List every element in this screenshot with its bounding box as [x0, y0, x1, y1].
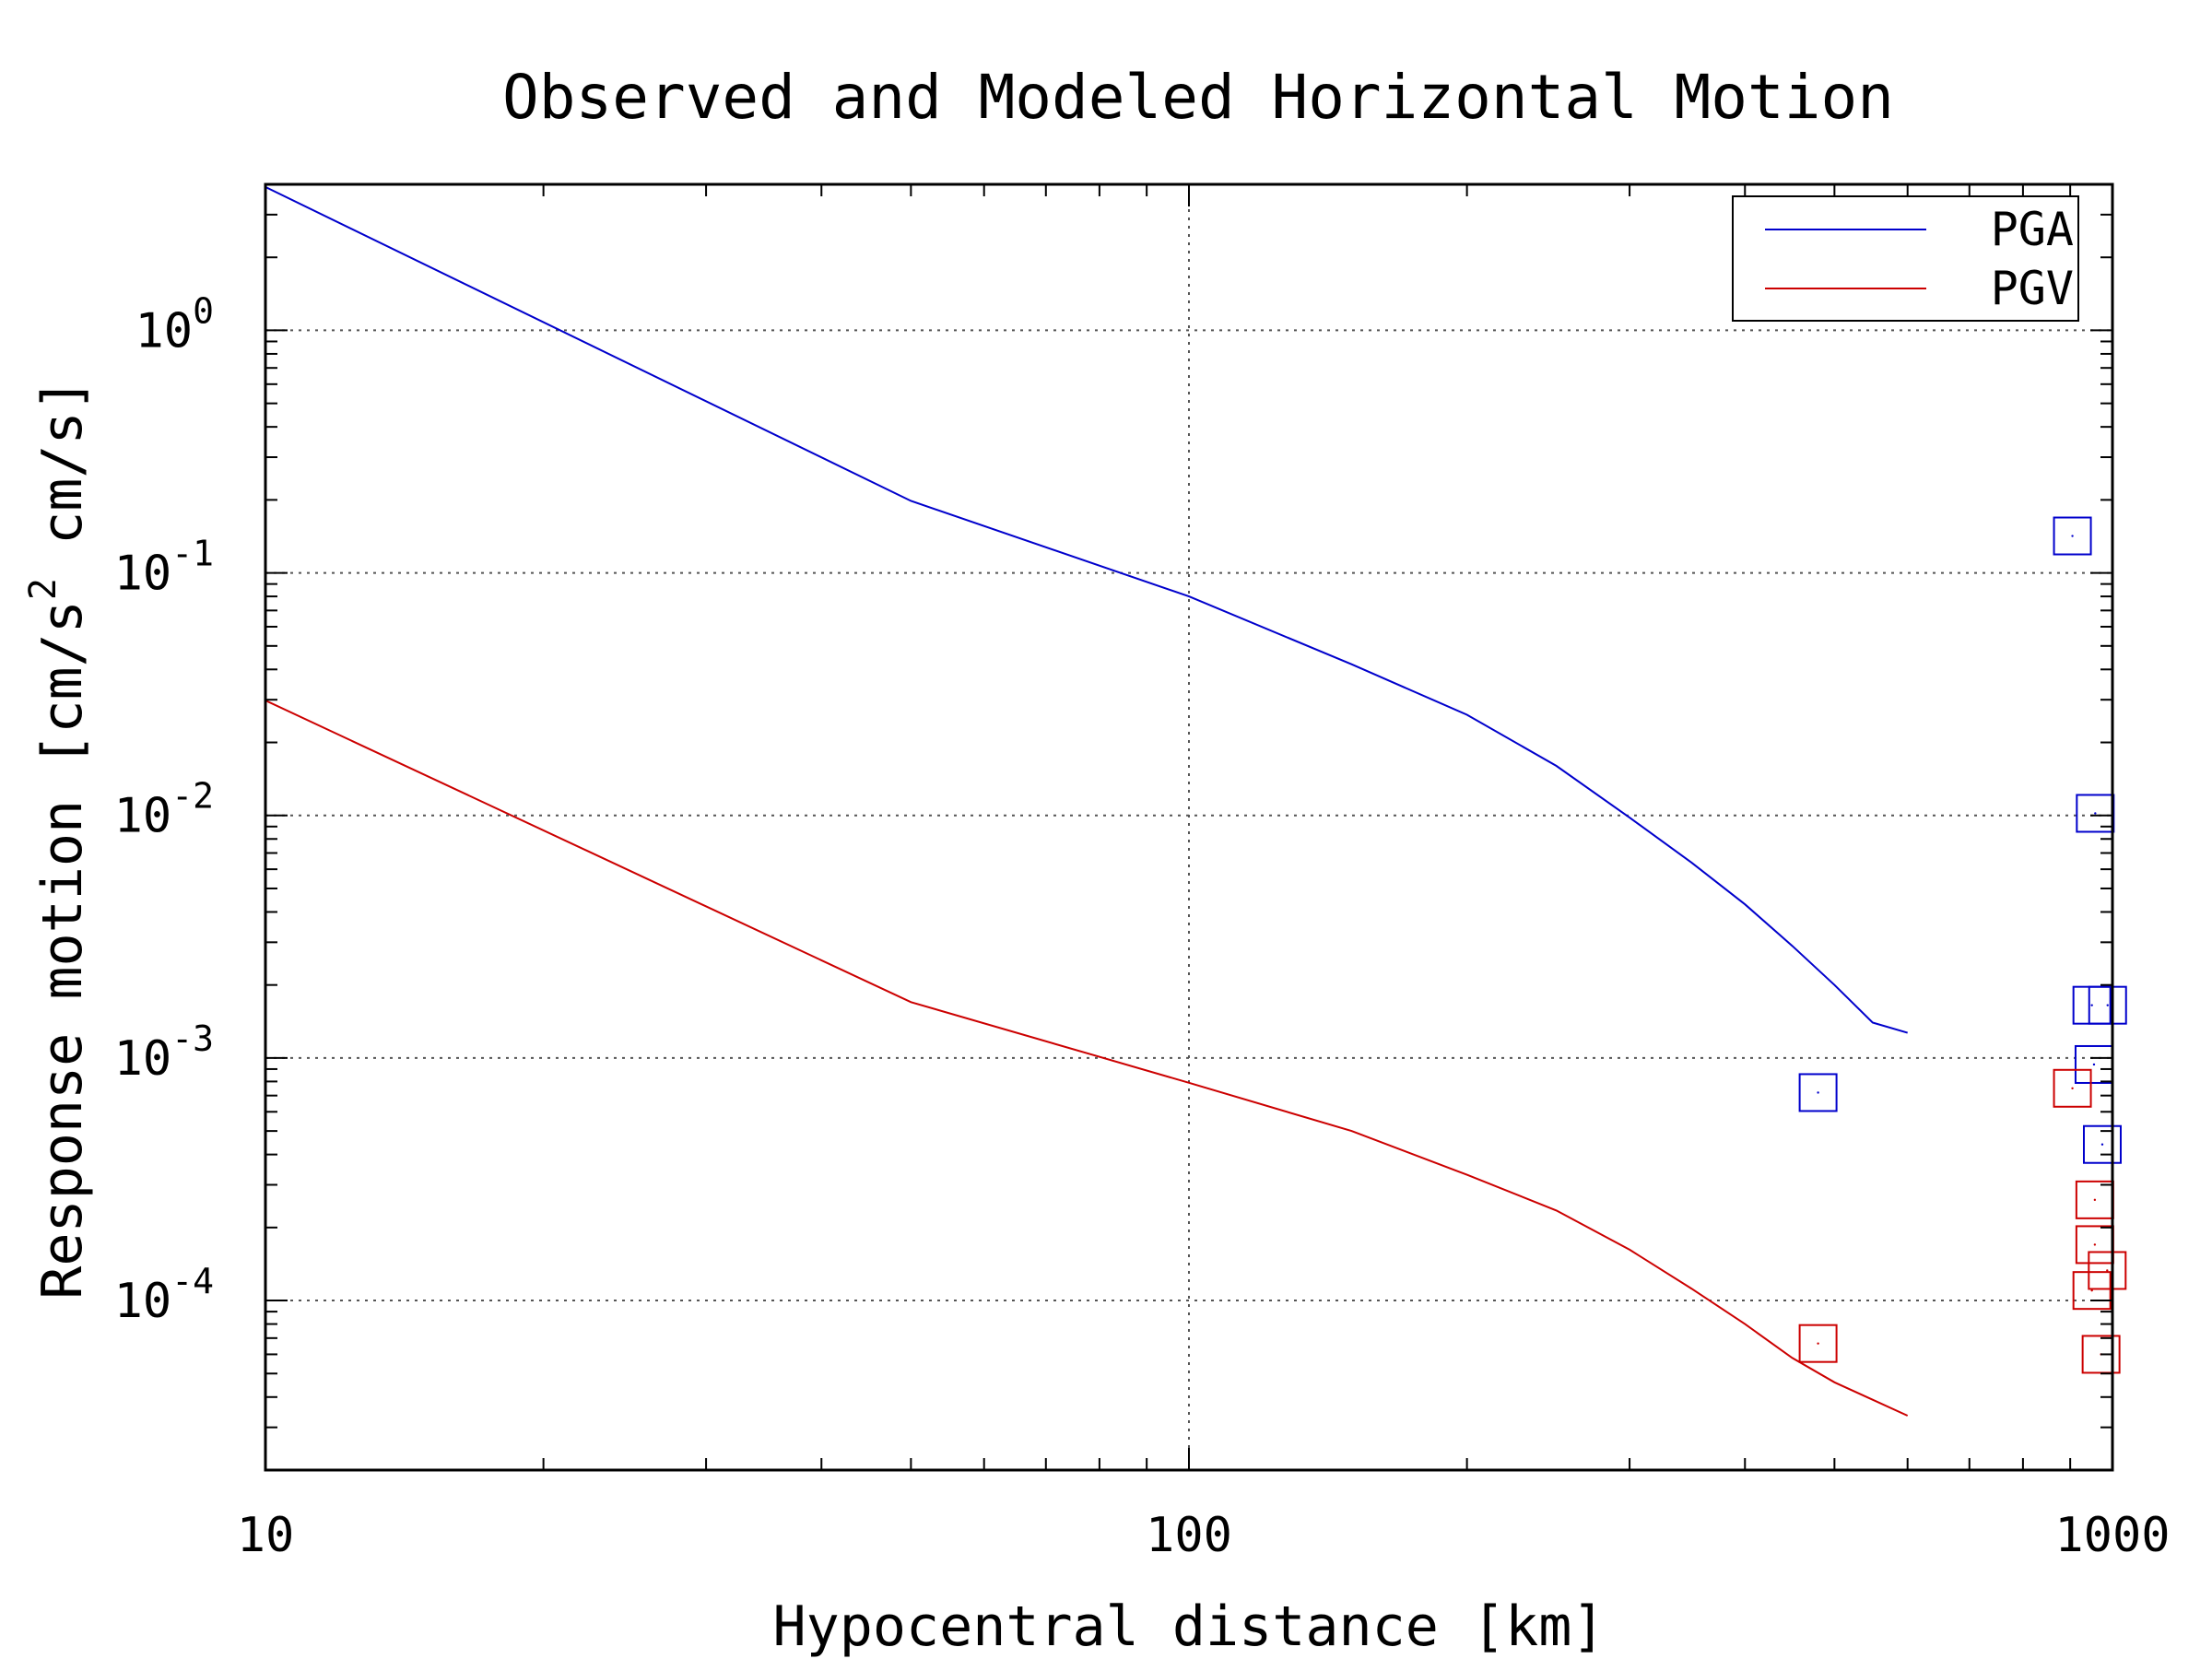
plot-frame	[264, 182, 2114, 1472]
x-tick-label-1: 100	[1146, 1508, 1232, 1563]
y-axis-label-unit: cm/s]	[30, 378, 95, 578]
scatter-dot-2-6	[2100, 1143, 2104, 1146]
legend-label-pga: PGA	[1991, 203, 2074, 256]
y-tick-label-base-1: 10	[114, 547, 172, 602]
scatter-marker-2-0	[1798, 1073, 1838, 1112]
y-axis-label: Response motion [cm/s2 cm/s]	[22, 378, 95, 1299]
scatter-dot-3-1	[2071, 1087, 2074, 1089]
y-tick-label-exponent-4: -4	[171, 1261, 214, 1301]
scatter-dot-3-0	[1817, 1342, 1819, 1345]
y-axis-label-main: Response motion [cm/s	[30, 600, 95, 1300]
y-tick-label-0: 100	[135, 290, 214, 359]
scatter-marker-2-6	[2082, 1124, 2122, 1164]
scatter-dot-3-5	[2106, 1269, 2109, 1272]
x-tick-label-2: 1000	[2054, 1508, 2170, 1563]
grid-lines	[265, 184, 2113, 1470]
scatter-marker-3-4	[2072, 1271, 2112, 1311]
series-line-pgv	[265, 700, 1909, 1417]
scatter-dot-3-2	[2093, 1198, 2097, 1202]
y-tick-label-exponent-1: -1	[171, 534, 214, 574]
scatter-marker-2-4	[2088, 985, 2127, 1025]
scatter-dot-2-0	[1817, 1091, 1819, 1094]
chart-title: Observed and Modeled Horizontal Motion	[502, 62, 1894, 133]
y-tick-label-exponent-0: 0	[193, 290, 214, 331]
scatter-marker-3-0	[1798, 1324, 1838, 1363]
y-tick-label-exponent-2: -2	[171, 776, 214, 817]
scatter-dot-3-4	[2090, 1288, 2093, 1292]
scatter-marker-3-5	[2088, 1251, 2127, 1290]
y-tick-label-3: 10-3	[114, 1018, 214, 1087]
y-tick-label-base-0: 10	[135, 303, 193, 359]
y-tick-label-base-3: 10	[114, 1031, 172, 1087]
legend-label-pgv: PGV	[1991, 262, 2074, 315]
scatter-dot-2-5	[2092, 1063, 2096, 1066]
x-tick-labels: 10 100 1000	[237, 1508, 2171, 1563]
y-tick-label-base-4: 10	[114, 1274, 172, 1329]
scatter-dot-2-1	[2071, 535, 2074, 537]
y-axis-label-superscript: 2	[22, 578, 65, 600]
scatter-dot-3-3	[2093, 1243, 2097, 1246]
x-tick-label-0: 10	[237, 1508, 295, 1563]
y-tick-label-exponent-3: -3	[171, 1018, 214, 1059]
scatter-dot-2-4	[2106, 1004, 2109, 1006]
legend: PGA PGV	[1732, 195, 2079, 322]
series-layer	[265, 186, 2127, 1417]
legend-box	[1732, 195, 2079, 322]
scatter-marker-3-1	[2053, 1068, 2092, 1108]
scatter-dot-2-3	[2090, 1004, 2093, 1006]
series-line-pga	[265, 186, 1908, 1034]
axis-ticks	[265, 183, 2112, 1471]
y-tick-label-2: 10-2	[114, 776, 214, 844]
x-axis-label: Hypocentral distance [km]	[772, 1594, 1605, 1659]
scatter-marker-2-1	[2053, 516, 2092, 556]
y-tick-label-base-2: 10	[114, 789, 172, 844]
scatter-dot-2-2	[2094, 812, 2097, 815]
y-tick-label-1: 10-1	[114, 534, 214, 602]
y-tick-label-4: 10-4	[114, 1261, 214, 1329]
